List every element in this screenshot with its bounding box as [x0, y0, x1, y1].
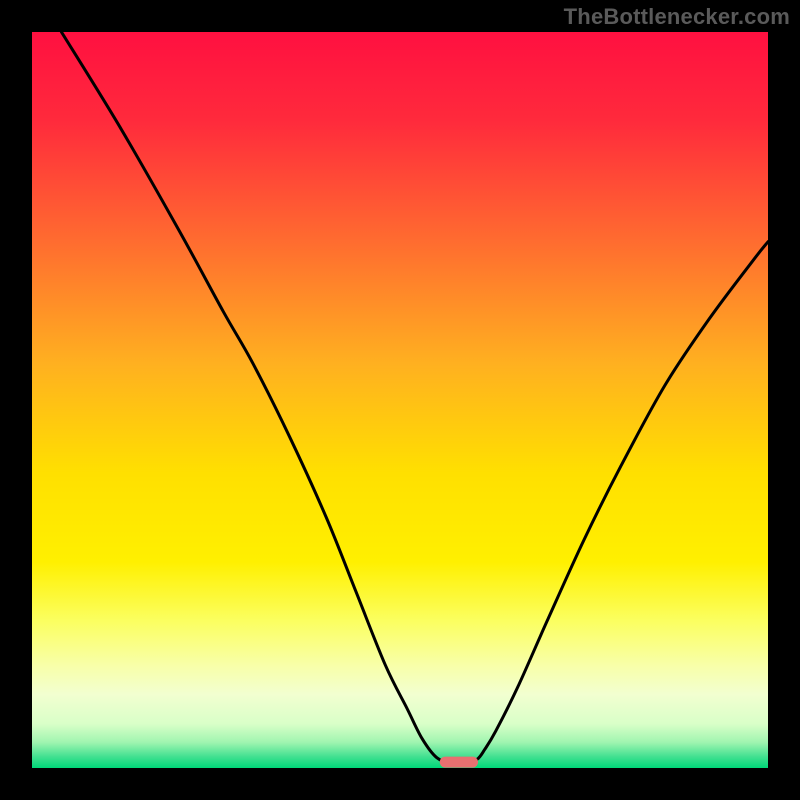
- chart-container: TheBottlenecker.com: [0, 0, 800, 800]
- optimum-marker: [440, 757, 478, 768]
- bottleneck-chart: [0, 0, 800, 800]
- source-watermark: TheBottlenecker.com: [564, 4, 790, 30]
